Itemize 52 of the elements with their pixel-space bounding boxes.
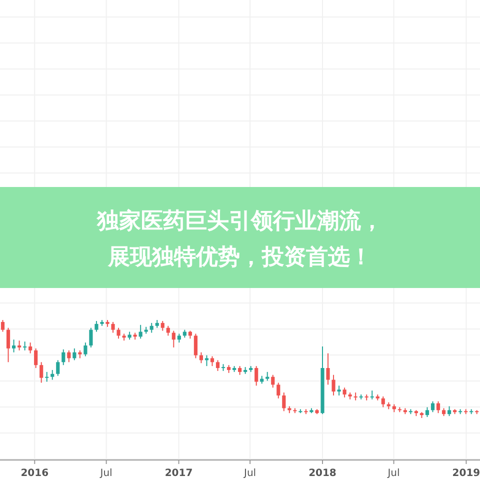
candlestick [436, 400, 440, 414]
candlestick [18, 340, 22, 351]
candlestick [425, 406, 430, 418]
candlestick [45, 371, 49, 382]
candlestick [447, 406, 452, 417]
candlestick [342, 387, 346, 398]
candlestick [326, 352, 330, 386]
candlestick [28, 342, 32, 354]
candlestick [282, 392, 286, 412]
candlestick [166, 325, 170, 336]
candlestick [67, 350, 71, 363]
candlestick [111, 321, 115, 334]
candlestick [23, 341, 27, 351]
candlestick [430, 400, 435, 413]
candlestick [276, 382, 280, 399]
candlestick [12, 339, 16, 353]
candlestick [62, 348, 66, 366]
candlestick [381, 396, 385, 408]
candlestick [34, 348, 38, 369]
candlestick [354, 392, 358, 401]
candlestick [84, 342, 88, 357]
candlestick [337, 385, 341, 396]
x-tick-label: Jul [243, 468, 256, 479]
candlestick [199, 352, 204, 364]
candlestick [138, 324, 142, 340]
x-tick-label: 2019 [452, 468, 480, 479]
x-tick-label: 2017 [164, 468, 193, 479]
candlestick [6, 327, 10, 363]
candlestick [204, 354, 209, 367]
candlestick [332, 374, 336, 396]
candlestick [194, 333, 198, 359]
x-tick-label: Jul [386, 468, 400, 479]
chart-title: 独家医药巨头引领行业潮流，展现独特优势，投资首选！ [96, 208, 383, 270]
candlestick [210, 356, 214, 367]
candlestick [172, 330, 176, 348]
candlestick [50, 369, 54, 380]
candlestick [150, 322, 154, 334]
candlestick [216, 360, 220, 372]
candlestick [254, 366, 258, 386]
candlestick [40, 362, 44, 384]
x-tick-label: 2018 [308, 468, 336, 479]
candlestick [89, 327, 93, 348]
x-tick-label: Jul [99, 468, 112, 479]
candlestick [94, 320, 98, 332]
candlestick [160, 320, 164, 332]
candlestick [116, 327, 120, 340]
x-tick-label: 2016 [20, 468, 49, 479]
candlestick [0, 320, 5, 332]
candlestick [72, 348, 76, 361]
candlestick [56, 360, 60, 376]
candlestick [271, 374, 275, 388]
candlestick [370, 390, 374, 400]
